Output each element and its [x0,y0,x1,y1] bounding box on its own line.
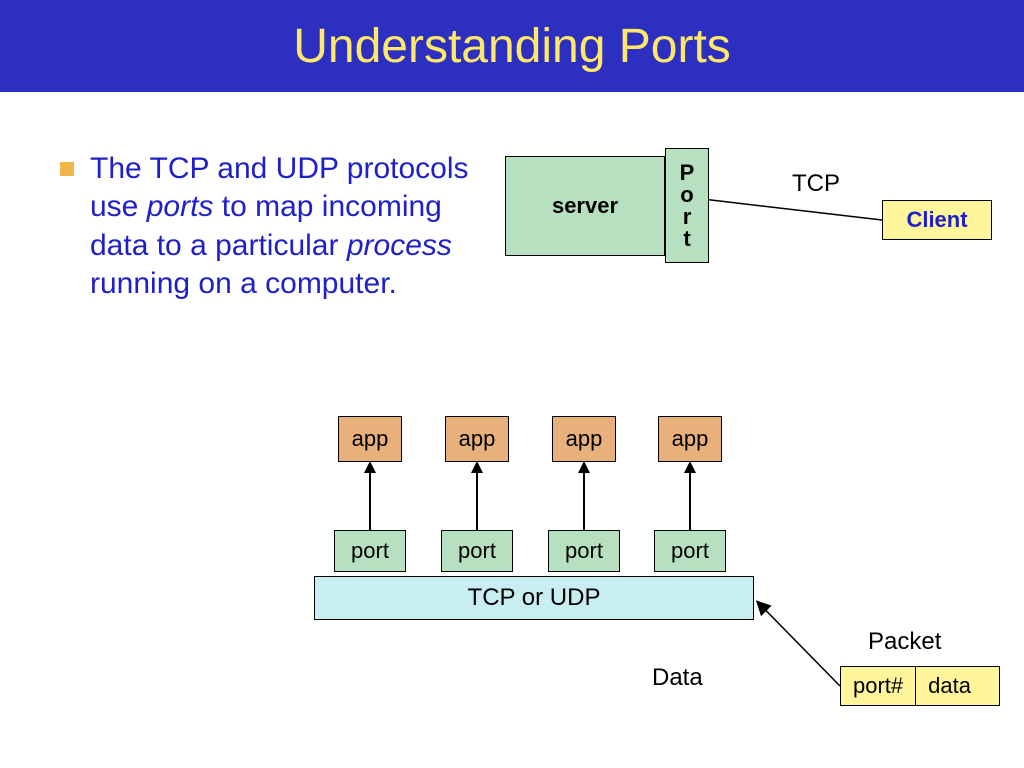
connector-tcpudp-packet [0,0,1024,768]
